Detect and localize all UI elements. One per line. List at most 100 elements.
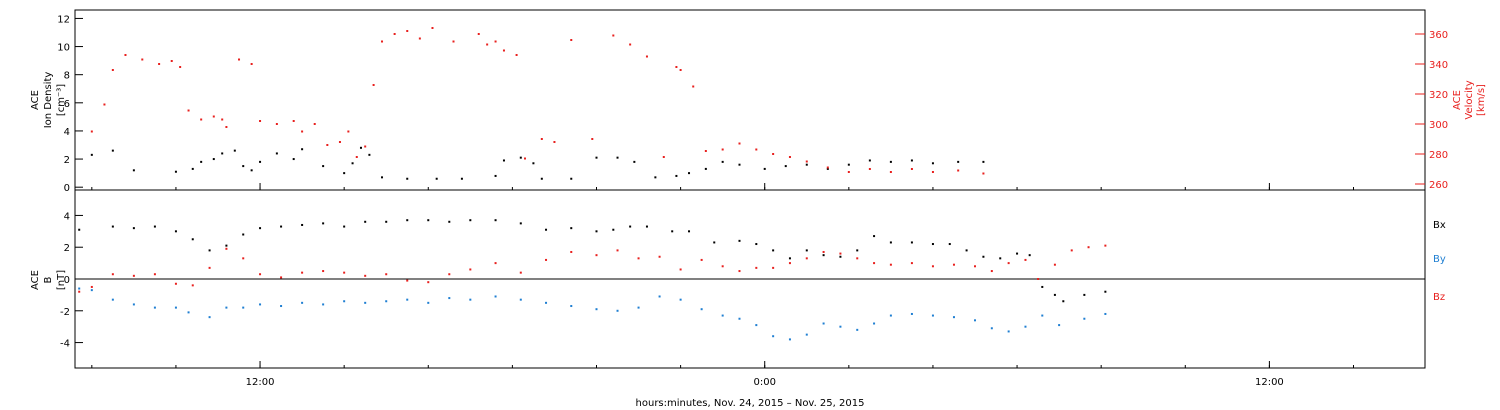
legend-by: By — [1433, 254, 1446, 265]
field-point-bx — [805, 249, 808, 252]
field-point-bz — [721, 265, 724, 268]
field-point-by — [839, 325, 842, 328]
field-point-bx — [280, 225, 283, 228]
field-point-bx — [1041, 285, 1044, 288]
field-point-bz — [839, 252, 842, 255]
field-point-bz — [595, 254, 598, 257]
velocity-point — [868, 168, 871, 170]
field-point-bz — [679, 268, 682, 271]
field-point-bz — [208, 266, 211, 269]
velocity-point — [738, 142, 741, 145]
field-point-by — [952, 316, 955, 319]
velocity-axis-ticks: 260 280 300 320 340 360 — [1415, 30, 1448, 191]
density-point — [90, 153, 93, 156]
field-point-bz — [738, 270, 741, 273]
field-axis-label: ACE B [nT] — [30, 270, 67, 290]
field-point-bz — [448, 273, 451, 276]
field-point-by — [448, 297, 451, 300]
density-point — [359, 146, 362, 149]
density-point — [868, 159, 871, 162]
velocity-tick-label: 280 — [1429, 150, 1448, 161]
field-label-line1: ACE — [30, 270, 41, 290]
field-point-by — [738, 317, 741, 320]
velocity-point — [292, 120, 295, 122]
field-point-by — [1058, 324, 1061, 327]
field-point-by — [931, 314, 934, 317]
field-point-by — [1041, 314, 1044, 317]
density-axis-ticks: 0 2 4 6 8 10 12 — [57, 14, 83, 194]
legend-bx: Bx — [1433, 220, 1446, 231]
density-point — [738, 163, 741, 166]
panel-bottom-x-ticks: 12:00 0:00 12:00 — [91, 361, 1355, 388]
field-point-bx — [191, 238, 194, 241]
field-tick-label: 0 — [64, 275, 70, 286]
density-point — [242, 165, 245, 168]
field-point-by — [772, 335, 775, 338]
field-point-bx — [755, 243, 758, 246]
field-point-bx — [839, 255, 842, 258]
density-point — [111, 149, 114, 152]
field-point-bz — [788, 262, 791, 265]
field-point-bx — [982, 255, 985, 258]
density-point — [368, 153, 371, 156]
field-point-bx — [889, 241, 892, 244]
field-point-by — [427, 301, 430, 304]
velocity-point — [259, 120, 262, 122]
field-point-bx — [208, 249, 211, 252]
velocity-tick-label: 340 — [1429, 60, 1448, 71]
field-point-by — [225, 306, 228, 309]
velocity-point — [347, 130, 350, 133]
velocity-label-line1: ACE — [1452, 90, 1463, 110]
field-point-bx — [343, 225, 346, 228]
field-point-bx — [132, 227, 135, 230]
field-point-bz — [570, 250, 573, 253]
field-point-bz — [974, 265, 976, 268]
field-point-bx — [1104, 290, 1107, 293]
density-point — [704, 167, 707, 170]
field-point-bz — [469, 268, 472, 271]
velocity-point — [477, 33, 480, 35]
velocity-point — [704, 150, 707, 152]
field-point-bx — [448, 220, 451, 223]
velocity-point — [645, 55, 648, 58]
field-point-bx — [242, 233, 245, 236]
field-point-bz — [990, 270, 993, 273]
velocity-point — [957, 169, 960, 172]
velocity-point — [225, 126, 228, 128]
field-point-by — [259, 303, 262, 306]
velocity-point — [355, 156, 358, 158]
x-axis-label: hours:minutes, Nov. 24, 2015 – Nov. 25, … — [636, 398, 865, 409]
field-tick-label: -2 — [60, 307, 70, 318]
density-label-line1: ACE — [30, 90, 41, 110]
field-point-bz — [545, 258, 548, 261]
field-point-bx — [153, 225, 156, 228]
field-point-by — [280, 305, 283, 308]
velocity-label-line3: [km/s] — [1476, 84, 1487, 116]
field-point-by — [385, 300, 388, 303]
field-point-bz — [259, 273, 262, 276]
density-point — [654, 176, 657, 179]
density-point — [910, 159, 913, 162]
density-point — [494, 174, 497, 177]
field-point-bz — [494, 262, 497, 265]
field-point-by — [822, 322, 825, 325]
field-point-by — [1007, 330, 1010, 333]
field-point-bx — [322, 222, 325, 225]
density-point — [250, 169, 253, 172]
velocity-point — [826, 166, 829, 169]
field-point-bz — [343, 271, 346, 274]
velocity-tick-label: 360 — [1429, 30, 1448, 41]
field-point-bz — [90, 285, 93, 288]
panel-top-x-ticks — [91, 183, 1355, 190]
density-point — [275, 152, 278, 155]
field-point-by — [595, 308, 598, 311]
field-point-by — [616, 309, 619, 312]
velocity-point — [364, 145, 367, 148]
field-point-bx — [873, 235, 876, 238]
velocity-point — [381, 40, 384, 43]
field-point-bz — [1053, 263, 1056, 266]
density-point — [763, 167, 766, 170]
density-point — [174, 170, 177, 173]
field-point-by — [570, 305, 573, 308]
field-tick-label: 2 — [64, 243, 70, 254]
